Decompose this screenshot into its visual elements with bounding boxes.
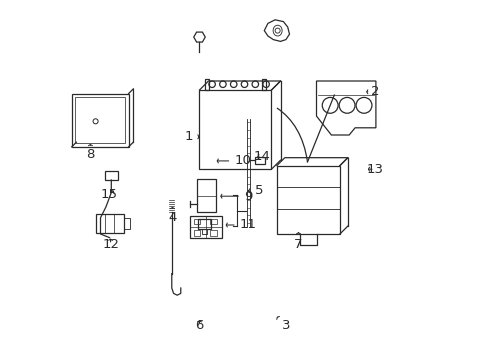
Text: 1: 1: [184, 130, 199, 143]
Text: 12: 12: [102, 238, 119, 251]
Bar: [194, 219, 200, 225]
Text: 8: 8: [86, 145, 94, 161]
Text: 13: 13: [366, 163, 383, 176]
Bar: [197, 179, 215, 212]
Bar: [72, 94, 128, 147]
Bar: [261, 79, 265, 90]
Bar: [210, 219, 216, 225]
Bar: [254, 157, 265, 164]
Text: 4: 4: [168, 208, 176, 224]
Text: 5: 5: [248, 184, 263, 197]
Bar: [96, 214, 124, 233]
Text: 7: 7: [294, 233, 302, 251]
Text: 11: 11: [226, 219, 256, 231]
Text: 3: 3: [276, 316, 290, 332]
Text: 14: 14: [253, 150, 270, 163]
Text: 2: 2: [366, 85, 378, 98]
Bar: [124, 218, 129, 229]
Text: 15: 15: [101, 188, 118, 201]
Bar: [194, 230, 200, 236]
Bar: [204, 79, 209, 90]
Text: 10: 10: [217, 154, 251, 167]
Bar: [189, 216, 222, 238]
Bar: [210, 230, 216, 236]
Bar: [75, 97, 125, 143]
Bar: [276, 166, 339, 234]
Bar: [197, 219, 211, 229]
Bar: [199, 90, 271, 169]
Bar: [104, 171, 118, 180]
Text: 6: 6: [195, 319, 203, 332]
Text: 9: 9: [221, 190, 252, 203]
